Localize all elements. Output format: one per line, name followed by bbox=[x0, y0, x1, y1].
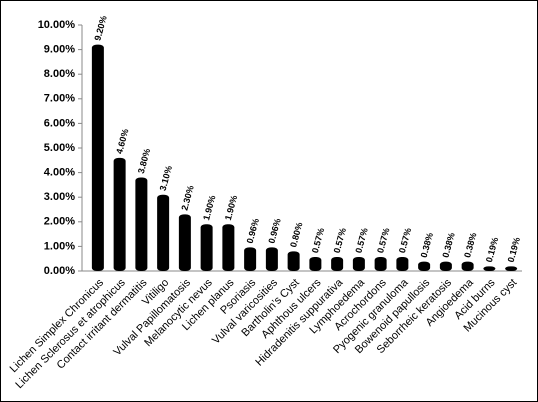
bar bbox=[309, 256, 322, 271]
bar bbox=[244, 247, 257, 271]
bar bbox=[352, 256, 365, 271]
y-tick-label: 7.00% bbox=[44, 93, 75, 105]
bar bbox=[483, 266, 496, 271]
bar bbox=[461, 261, 474, 271]
y-tick-label: 0.00% bbox=[44, 265, 75, 277]
y-tick-label: 8.00% bbox=[44, 68, 75, 80]
bar bbox=[374, 256, 387, 271]
bar bbox=[113, 157, 126, 271]
bar bbox=[439, 261, 452, 271]
bar bbox=[331, 256, 344, 271]
y-tick-label: 9.00% bbox=[44, 44, 75, 56]
bar bbox=[287, 251, 300, 271]
y-tick-label: 1.00% bbox=[44, 240, 75, 252]
bar bbox=[157, 194, 170, 271]
bar bbox=[135, 177, 148, 271]
bar bbox=[505, 266, 518, 271]
bar bbox=[265, 247, 278, 271]
bar bbox=[91, 44, 104, 272]
bar bbox=[222, 224, 235, 271]
bar bbox=[200, 224, 213, 271]
y-tick-label: 10.00% bbox=[38, 19, 76, 31]
y-tick-label: 6.00% bbox=[44, 117, 75, 129]
y-tick-label: 2.00% bbox=[44, 216, 75, 228]
bar bbox=[418, 261, 431, 271]
y-tick-label: 4.00% bbox=[44, 167, 75, 179]
bar bbox=[178, 214, 191, 271]
y-tick-label: 5.00% bbox=[44, 142, 75, 154]
y-tick-label: 3.00% bbox=[44, 191, 75, 203]
bar bbox=[396, 256, 409, 271]
